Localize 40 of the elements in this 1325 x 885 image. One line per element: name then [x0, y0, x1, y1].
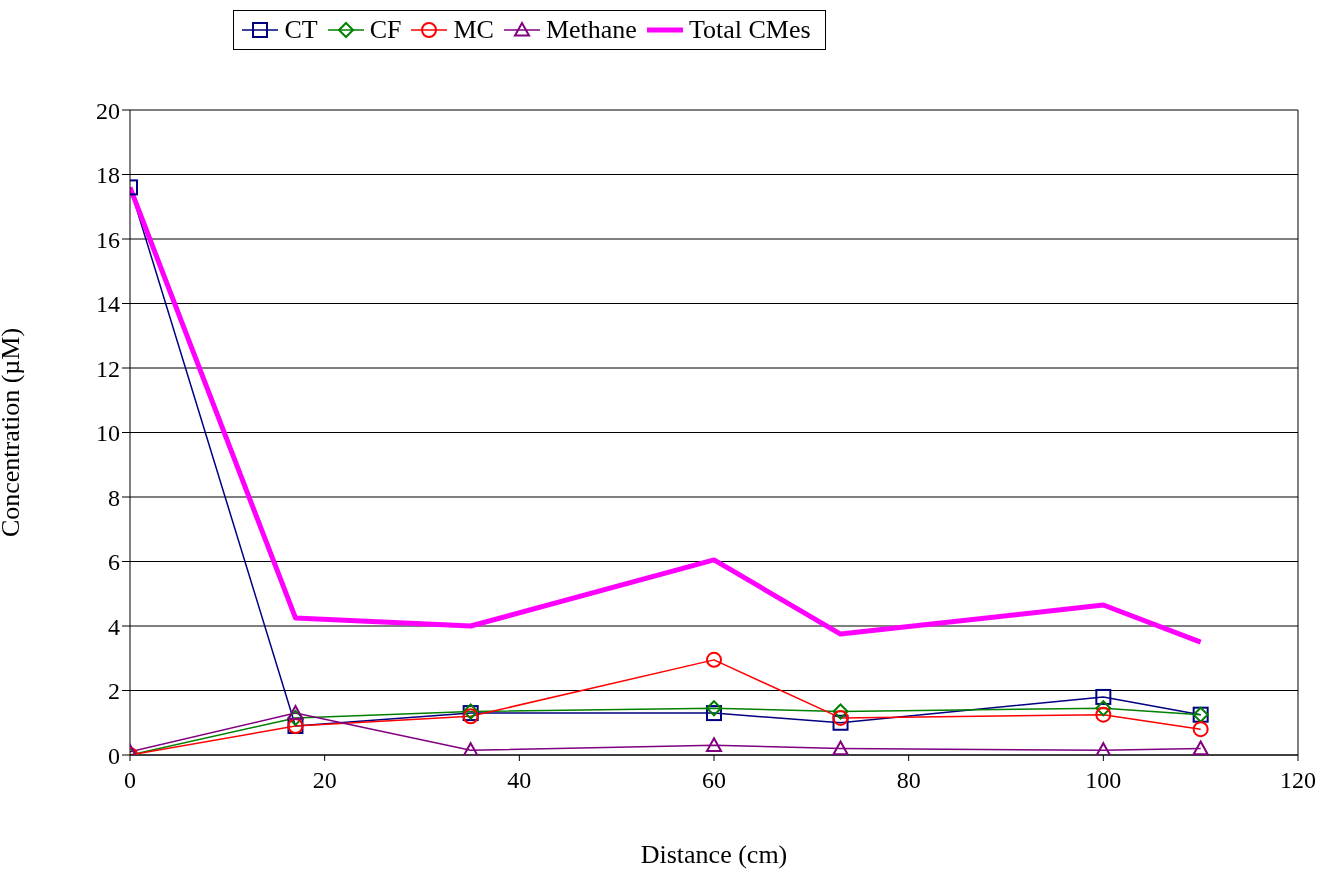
point — [706, 700, 722, 717]
x-tick-label: 80 — [896, 767, 921, 794]
y-tick-label: 10 — [96, 420, 120, 447]
y-tick-label: 4 — [108, 613, 120, 640]
y-tick-label: 20 — [96, 97, 120, 124]
y-tick-label: 16 — [96, 226, 120, 253]
x-tick-label: 60 — [702, 767, 726, 794]
x-tick-label: 40 — [507, 767, 532, 794]
point — [462, 742, 479, 755]
point — [1192, 740, 1209, 755]
point — [832, 714, 849, 731]
point — [1095, 706, 1112, 723]
point — [1095, 688, 1112, 705]
y-tick-label: 14 — [96, 291, 120, 318]
y-axis-title: Concentration (µM) — [0, 327, 26, 538]
legend-label: Methane — [545, 15, 637, 45]
y-tick-label: 2 — [108, 678, 120, 705]
legend-label: CT — [284, 15, 318, 45]
point — [706, 737, 722, 752]
point — [706, 651, 722, 668]
y-tick-label: 12 — [96, 355, 120, 382]
x-axis-title: Distance (cm) — [640, 840, 788, 869]
point — [287, 705, 304, 720]
x-tick-label: 120 — [1280, 767, 1316, 794]
x-tick-label: 100 — [1085, 767, 1122, 794]
legend-label: Total CMes — [688, 15, 811, 45]
y-tick-label: 18 — [96, 162, 120, 189]
y-tick-label: 8 — [108, 484, 120, 511]
point — [832, 709, 849, 726]
point — [1192, 721, 1209, 738]
point — [832, 740, 849, 755]
point — [1095, 742, 1112, 755]
point — [1095, 700, 1112, 717]
legend-label: MC — [453, 15, 494, 45]
x-tick-label: 20 — [312, 767, 337, 794]
point — [832, 703, 849, 720]
y-tick-label: 0 — [108, 742, 120, 769]
point — [706, 705, 722, 722]
y-tick-label: 6 — [108, 549, 120, 576]
legend-label: CF — [369, 15, 402, 45]
